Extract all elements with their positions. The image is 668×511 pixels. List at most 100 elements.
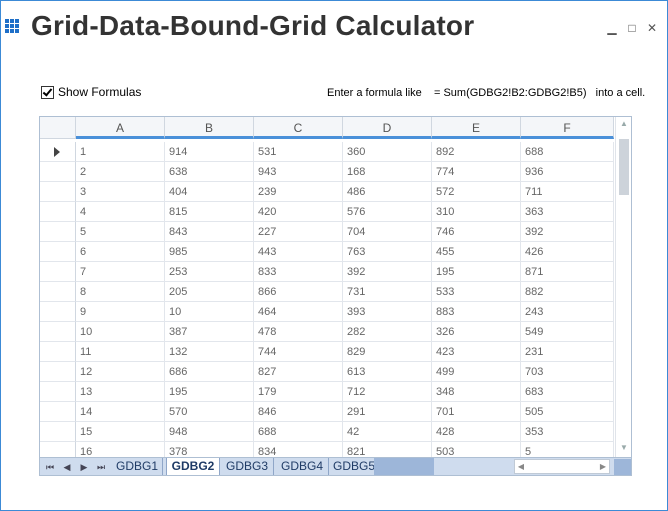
cell-c[interactable]: 179 bbox=[254, 382, 343, 402]
prev-sheet-button[interactable]: ◀ bbox=[63, 462, 71, 472]
cell-e[interactable]: 310 bbox=[432, 202, 521, 222]
column-header-a[interactable]: A bbox=[76, 117, 165, 139]
cell-d[interactable]: 712 bbox=[343, 382, 432, 402]
cell-f[interactable]: 231 bbox=[521, 342, 614, 362]
show-formulas-option[interactable]: Show Formulas bbox=[41, 85, 141, 99]
cell-d[interactable]: 486 bbox=[343, 182, 432, 202]
cell-c[interactable]: 846 bbox=[254, 402, 343, 422]
row-header[interactable] bbox=[40, 282, 76, 302]
cell-d[interactable]: 704 bbox=[343, 222, 432, 242]
cell-b[interactable]: 404 bbox=[165, 182, 254, 202]
row-header[interactable] bbox=[40, 202, 76, 222]
cell-e[interactable]: 533 bbox=[432, 282, 521, 302]
cell-c[interactable]: 866 bbox=[254, 282, 343, 302]
cell-b[interactable]: 815 bbox=[165, 202, 254, 222]
cell-b[interactable]: 686 bbox=[165, 362, 254, 382]
cell-d[interactable]: 360 bbox=[343, 142, 432, 162]
cell-e[interactable]: 499 bbox=[432, 362, 521, 382]
cell-c[interactable]: 688 bbox=[254, 422, 343, 442]
cell-d[interactable]: 168 bbox=[343, 162, 432, 182]
row-header[interactable] bbox=[40, 262, 76, 282]
cell-d[interactable]: 42 bbox=[343, 422, 432, 442]
cell-b[interactable]: 843 bbox=[165, 222, 254, 242]
cell-e[interactable]: 746 bbox=[432, 222, 521, 242]
scroll-up-button[interactable]: ▲ bbox=[620, 119, 628, 128]
row-header[interactable] bbox=[40, 142, 76, 162]
column-header-e[interactable]: E bbox=[432, 117, 521, 139]
cell-f[interactable]: 711 bbox=[521, 182, 614, 202]
cell-c[interactable]: 943 bbox=[254, 162, 343, 182]
cell-f[interactable]: 363 bbox=[521, 202, 614, 222]
cell-a[interactable]: 13 bbox=[76, 382, 165, 402]
cell-d[interactable]: 291 bbox=[343, 402, 432, 422]
close-button[interactable]: ✕ bbox=[646, 21, 658, 35]
cell-b[interactable]: 195 bbox=[165, 382, 254, 402]
show-formulas-checkbox[interactable] bbox=[41, 85, 54, 99]
cell-e[interactable]: 892 bbox=[432, 142, 521, 162]
cell-c[interactable]: 833 bbox=[254, 262, 343, 282]
grid-corner[interactable] bbox=[40, 117, 76, 139]
cell-c[interactable]: 239 bbox=[254, 182, 343, 202]
cell-c[interactable]: 227 bbox=[254, 222, 343, 242]
cell-b[interactable]: 914 bbox=[165, 142, 254, 162]
maximize-button[interactable]: □ bbox=[628, 21, 636, 35]
minimize-button[interactable]: ▁ bbox=[607, 21, 617, 35]
cell-c[interactable]: 443 bbox=[254, 242, 343, 262]
cell-f[interactable]: 353 bbox=[521, 422, 614, 442]
horizontal-scrollbar[interactable]: ◀ ▶ bbox=[514, 459, 610, 474]
scroll-right-button[interactable]: ▶ bbox=[599, 462, 607, 471]
row-header[interactable] bbox=[40, 302, 76, 322]
cell-e[interactable]: 195 bbox=[432, 262, 521, 282]
cell-e[interactable]: 428 bbox=[432, 422, 521, 442]
column-header-d[interactable]: D bbox=[343, 117, 432, 139]
cell-a[interactable]: 5 bbox=[76, 222, 165, 242]
first-sheet-button[interactable]: ⏮ bbox=[45, 462, 55, 472]
cell-f[interactable]: 549 bbox=[521, 322, 614, 342]
vertical-scroll-thumb[interactable] bbox=[619, 139, 629, 195]
cell-c[interactable]: 464 bbox=[254, 302, 343, 322]
cell-a[interactable]: 1 bbox=[76, 142, 165, 162]
tab-gdbg3[interactable]: GDBG3 bbox=[221, 458, 274, 475]
vertical-scrollbar[interactable]: ▲ ▼ bbox=[615, 117, 631, 457]
row-header[interactable] bbox=[40, 242, 76, 262]
cell-f[interactable]: 392 bbox=[521, 222, 614, 242]
row-header[interactable] bbox=[40, 342, 76, 362]
cell-c[interactable]: 744 bbox=[254, 342, 343, 362]
column-header-b[interactable]: B bbox=[165, 117, 254, 139]
scroll-down-button[interactable]: ▼ bbox=[620, 443, 628, 452]
cell-d[interactable]: 731 bbox=[343, 282, 432, 302]
cell-b[interactable]: 253 bbox=[165, 262, 254, 282]
cell-b[interactable]: 10 bbox=[165, 302, 254, 322]
cell-c[interactable]: 420 bbox=[254, 202, 343, 222]
cell-e[interactable]: 572 bbox=[432, 182, 521, 202]
cell-b[interactable]: 948 bbox=[165, 422, 254, 442]
last-sheet-button[interactable]: ⏭ bbox=[96, 462, 106, 472]
cell-e[interactable]: 774 bbox=[432, 162, 521, 182]
cell-f[interactable]: 683 bbox=[521, 382, 614, 402]
cell-e[interactable]: 455 bbox=[432, 242, 521, 262]
cell-f[interactable]: 703 bbox=[521, 362, 614, 382]
cell-e[interactable]: 701 bbox=[432, 402, 521, 422]
row-header[interactable] bbox=[40, 382, 76, 402]
cell-f[interactable]: 426 bbox=[521, 242, 614, 262]
cell-a[interactable]: 6 bbox=[76, 242, 165, 262]
cell-c[interactable]: 531 bbox=[254, 142, 343, 162]
cell-e[interactable]: 423 bbox=[432, 342, 521, 362]
column-header-c[interactable]: C bbox=[254, 117, 343, 139]
row-header[interactable] bbox=[40, 162, 76, 182]
cell-c[interactable]: 478 bbox=[254, 322, 343, 342]
cell-a[interactable]: 7 bbox=[76, 262, 165, 282]
row-header[interactable] bbox=[40, 362, 76, 382]
cell-d[interactable]: 576 bbox=[343, 202, 432, 222]
cell-d[interactable]: 613 bbox=[343, 362, 432, 382]
cell-f[interactable]: 505 bbox=[521, 402, 614, 422]
cell-a[interactable]: 4 bbox=[76, 202, 165, 222]
scroll-left-button[interactable]: ◀ bbox=[517, 462, 525, 471]
cell-d[interactable]: 282 bbox=[343, 322, 432, 342]
cell-b[interactable]: 570 bbox=[165, 402, 254, 422]
cell-e[interactable]: 348 bbox=[432, 382, 521, 402]
tab-gdbg4[interactable]: GDBG4 bbox=[276, 458, 329, 475]
tab-gdbg2[interactable]: GDBG2 bbox=[166, 458, 220, 475]
cell-a[interactable]: 3 bbox=[76, 182, 165, 202]
cell-a[interactable]: 14 bbox=[76, 402, 165, 422]
